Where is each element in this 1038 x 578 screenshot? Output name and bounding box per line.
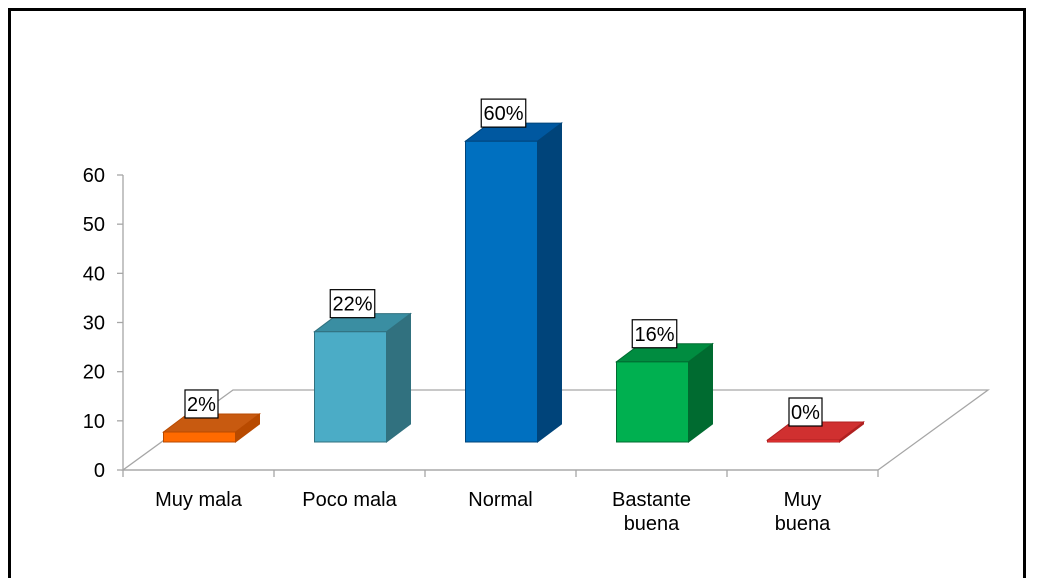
x-category-label: Bastante buena	[612, 489, 691, 535]
data-label-box	[788, 397, 823, 427]
data-label: 16%	[631, 319, 678, 349]
bar-front	[465, 140, 538, 443]
data-label-text: 0%	[791, 402, 820, 424]
data-label-box	[631, 319, 678, 349]
data-label-text: 22%	[332, 294, 372, 316]
bar-front	[616, 361, 689, 443]
data-label: 2%	[184, 389, 219, 419]
bar	[615, 342, 714, 443]
x-category-label: Muy buena	[775, 489, 831, 535]
bar-front	[314, 331, 387, 443]
bar-side	[537, 122, 562, 443]
y-tick-label: 50	[83, 214, 105, 236]
bar-side	[386, 312, 411, 443]
bar	[313, 312, 412, 443]
data-label-box	[480, 98, 527, 128]
data-label: 22%	[329, 289, 376, 319]
data-label: 60%	[480, 98, 527, 128]
y-tick-label: 30	[83, 313, 105, 335]
y-tick-label: 60	[83, 165, 105, 187]
data-label-box	[329, 289, 376, 319]
x-category-label: Muy mala	[155, 489, 243, 511]
x-category-label: Normal	[468, 489, 532, 511]
data-label-text: 16%	[634, 324, 674, 346]
bar-chart-3d: 0 10 20 30 40 50 60 Muy mala Poco mala Normal Bast…	[83, 98, 990, 535]
data-label: 0%	[788, 397, 823, 427]
y-tick-label: 40	[83, 263, 105, 285]
data-label-box	[184, 389, 219, 419]
bar	[464, 122, 563, 443]
bar-front	[163, 431, 236, 443]
y-tick-label: 20	[83, 362, 105, 384]
chart-frame	[8, 8, 1026, 578]
y-tick-label: 0	[94, 460, 105, 482]
data-label-text: 2%	[187, 394, 216, 416]
x-category-label: Poco mala	[302, 489, 397, 511]
data-label-text: 60%	[483, 103, 523, 125]
y-tick-label: 10	[83, 411, 105, 433]
